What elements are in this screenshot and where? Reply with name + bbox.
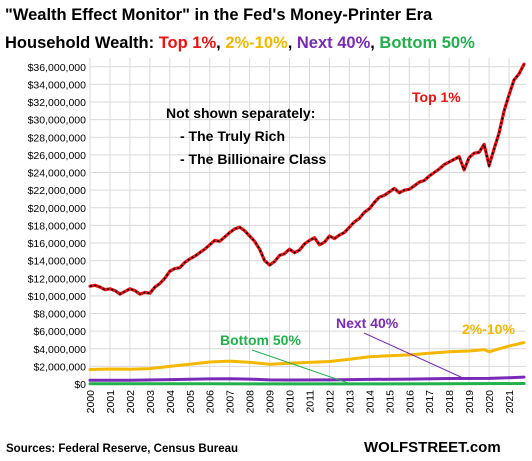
title-segment-4: Next 40% [297,34,371,52]
chart-title-line1: "Wealth Effect Monitor" in the Fed's Mon… [5,6,433,24]
annotation-truly-rich: - The Truly Rich [180,128,285,144]
x-tick-label: 2003 [145,390,157,414]
y-tick-label: $12,000,000 [28,273,87,285]
next40-pointer [363,332,464,379]
y-tick-label: $36,000,000 [28,62,87,74]
y-tick-label: $18,000,000 [28,220,87,232]
x-tick-label: 2018 [444,390,456,414]
x-tick-label: 2020 [484,390,496,414]
y-tick-label: $14,000,000 [28,256,87,268]
series-line-2-10 [88,341,526,371]
y-tick-label: $8,000,000 [33,309,86,321]
x-tick-label: 2011 [304,390,316,413]
annotation-top1: Top 1% [412,89,461,105]
x-tick-label: 2012 [324,390,336,414]
series-line-top-1 [88,62,526,296]
series-line-next-40 [88,375,526,382]
x-tick-label: 2005 [185,390,197,414]
y-tick-label: $10,000,000 [28,291,87,303]
x-axis: 2000 2001 2002 2003 2004 2005 2006 2007 2008 2009… [85,390,516,414]
title-segment-1: , [216,34,225,52]
annotation-not-shown-title: Not shown separately: [166,105,315,121]
x-tick-label: 2021 [504,390,516,414]
y-tick-label: $4,000,000 [33,344,86,356]
y-tick-label: $6,000,000 [33,326,86,338]
x-tick-label: 2013 [344,390,356,414]
y-tick-label: $0 [74,379,86,391]
annotation-next40: Next 40% [336,315,399,331]
title-segment-5: , [370,34,379,52]
x-tick-label: 2008 [245,390,257,414]
title-prefix: Household Wealth: [5,34,159,52]
x-tick-label: 2009 [265,390,277,414]
y-tick-label: $34,000,000 [28,79,87,91]
y-tick-label: $30,000,000 [28,115,87,127]
y-tick-label: $32,000,000 [28,97,87,109]
y-tick-label: $24,000,000 [28,168,87,180]
title-segment-3: , [288,34,297,52]
grid-lines [89,58,526,385]
y-tick-label: $22,000,000 [28,185,87,197]
x-tick-label: 2010 [285,390,297,414]
title-segment-2: 2%-10% [225,34,288,52]
x-tick-label: 2015 [384,390,396,414]
annotation-billionaire-class: - The Billionaire Class [180,151,326,167]
x-tick-label: 2004 [165,390,177,414]
x-tick-label: 2002 [125,390,137,414]
sources-note: Sources: Federal Reserve, Census Bureau [6,443,238,455]
chart-title-line2: Household Wealth: Top 1%, 2%-10%, Next 4… [5,34,475,52]
y-tick-label: $28,000,000 [28,132,87,144]
y-axis: $0 $2,000,000 $4,000,000 $6,000,000 $8,000,0… [28,62,87,391]
x-tick-label: 2006 [205,390,217,414]
x-tick-label: 2019 [464,390,476,414]
title-segment-6: Bottom 50% [379,34,475,52]
x-tick-label: 2001 [105,390,117,414]
y-tick-label: $26,000,000 [28,150,87,162]
y-tick-label: $2,000,000 [33,361,86,373]
x-tick-label: 2000 [85,390,97,414]
series-group [88,62,526,386]
y-tick-label: $20,000,000 [28,203,87,215]
x-tick-label: 2017 [424,390,436,414]
x-tick-label: 2007 [225,390,237,414]
annotation-2to10: 2%-10% [462,321,515,337]
y-tick-label: $16,000,000 [28,238,87,250]
x-tick-label: 2014 [364,390,376,414]
bottom50-pointer [251,349,349,384]
annotation-bottom50: Bottom 50% [220,332,301,348]
title-segment-0: Top 1% [159,34,217,52]
brand-logo: WOLFSTREET.com [364,439,501,456]
x-tick-label: 2016 [404,390,416,414]
